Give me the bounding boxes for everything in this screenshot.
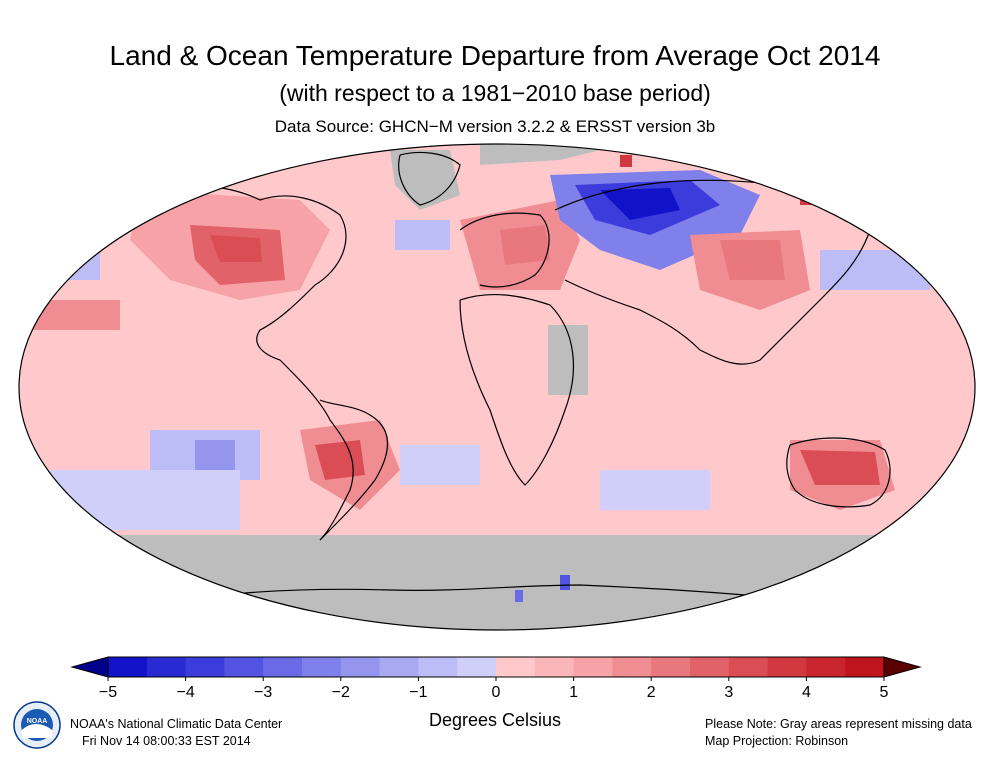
legend-tick-label: 4 <box>801 684 811 701</box>
legend-unit-label: Degrees Celsius <box>428 710 562 730</box>
data-source-line: Data Source: GHCN−M version 3.2.2 & ERSS… <box>274 117 716 136</box>
cool-indian-ocean <box>600 470 710 510</box>
legend-swatch <box>263 657 303 677</box>
legend-tick-label: −5 <box>98 684 118 701</box>
legend-tick-label: 0 <box>491 684 501 701</box>
legend-tick-label: 3 <box>724 684 734 701</box>
legend-tick-label: −4 <box>176 684 195 701</box>
noaa-logo-icon: NOAA <box>13 701 61 749</box>
legend-swatch <box>845 657 885 677</box>
coast-africa <box>459 293 575 486</box>
map-title: Land & Ocean Temperature Departure from … <box>109 40 881 71</box>
legend-swatch <box>185 657 225 677</box>
legend-tick-label: −2 <box>331 684 350 701</box>
legend-swatch <box>496 657 536 677</box>
legend-swatch <box>418 657 458 677</box>
missing-antarctic <box>19 535 975 630</box>
legend-swatch <box>108 657 148 677</box>
cool-north-atlantic <box>395 220 450 250</box>
legend-swatch <box>302 657 342 677</box>
coast-australia <box>786 437 891 508</box>
warm-bering <box>800 175 860 205</box>
legend-swatch <box>534 657 575 677</box>
legend-swatch <box>612 657 652 677</box>
coast-asia <box>554 179 871 365</box>
generation-timestamp: Fri Nov 14 08:00:33 EST 2014 <box>82 734 251 748</box>
cool-south-atlantic <box>400 445 480 485</box>
coast-greenland <box>398 151 461 206</box>
legend-tick-label: 2 <box>646 684 656 701</box>
warm-east-siberia <box>740 155 860 180</box>
missing-east-africa <box>548 325 588 395</box>
legend-tick-label: 1 <box>569 684 579 701</box>
coast-europe <box>459 212 550 288</box>
legend-swatch <box>651 657 691 677</box>
globe-outline <box>18 143 976 631</box>
legend-tick-label: −1 <box>409 684 428 701</box>
legend-over-arrow <box>883 656 922 678</box>
missing-greenland <box>390 150 460 210</box>
coast-south-america <box>279 359 354 541</box>
footer-right: Please Note: Gray areas represent missin… <box>705 716 972 750</box>
legend-tick-label: 5 <box>879 684 889 701</box>
legend-swatch <box>690 657 730 677</box>
organization-name: NOAA's National Climatic Data Center <box>70 717 283 731</box>
legend-swatch <box>379 657 419 677</box>
legend-swatch <box>767 657 807 677</box>
legend-swatch <box>224 657 264 677</box>
legend-swatch <box>573 657 613 677</box>
legend-swatch <box>457 657 497 677</box>
map-subtitle: (with respect to a 1981−2010 base period… <box>279 80 711 106</box>
missing-data-note: Please Note: Gray areas represent missin… <box>705 717 972 731</box>
legend-swatch <box>340 657 381 677</box>
coastlines <box>139 151 891 601</box>
coast-antarctica <box>179 584 801 601</box>
color-legend-bar <box>70 656 922 681</box>
logo-text: NOAA <box>27 718 48 725</box>
projection-note: Map Projection: Robinson <box>705 734 849 748</box>
legend-swatch <box>806 657 846 677</box>
footer-left: NOAA's National Climatic Data Center Fri… <box>70 716 282 750</box>
legend-under-arrow <box>70 656 109 678</box>
legend-swatch <box>728 657 769 677</box>
legend-tick-label: −3 <box>254 684 273 701</box>
legend-swatch <box>146 657 187 677</box>
coast-north-america <box>139 184 347 361</box>
warm-barents-spot <box>620 155 632 167</box>
cool-nw-pacific <box>820 250 930 290</box>
cool-aleutian <box>40 250 100 280</box>
